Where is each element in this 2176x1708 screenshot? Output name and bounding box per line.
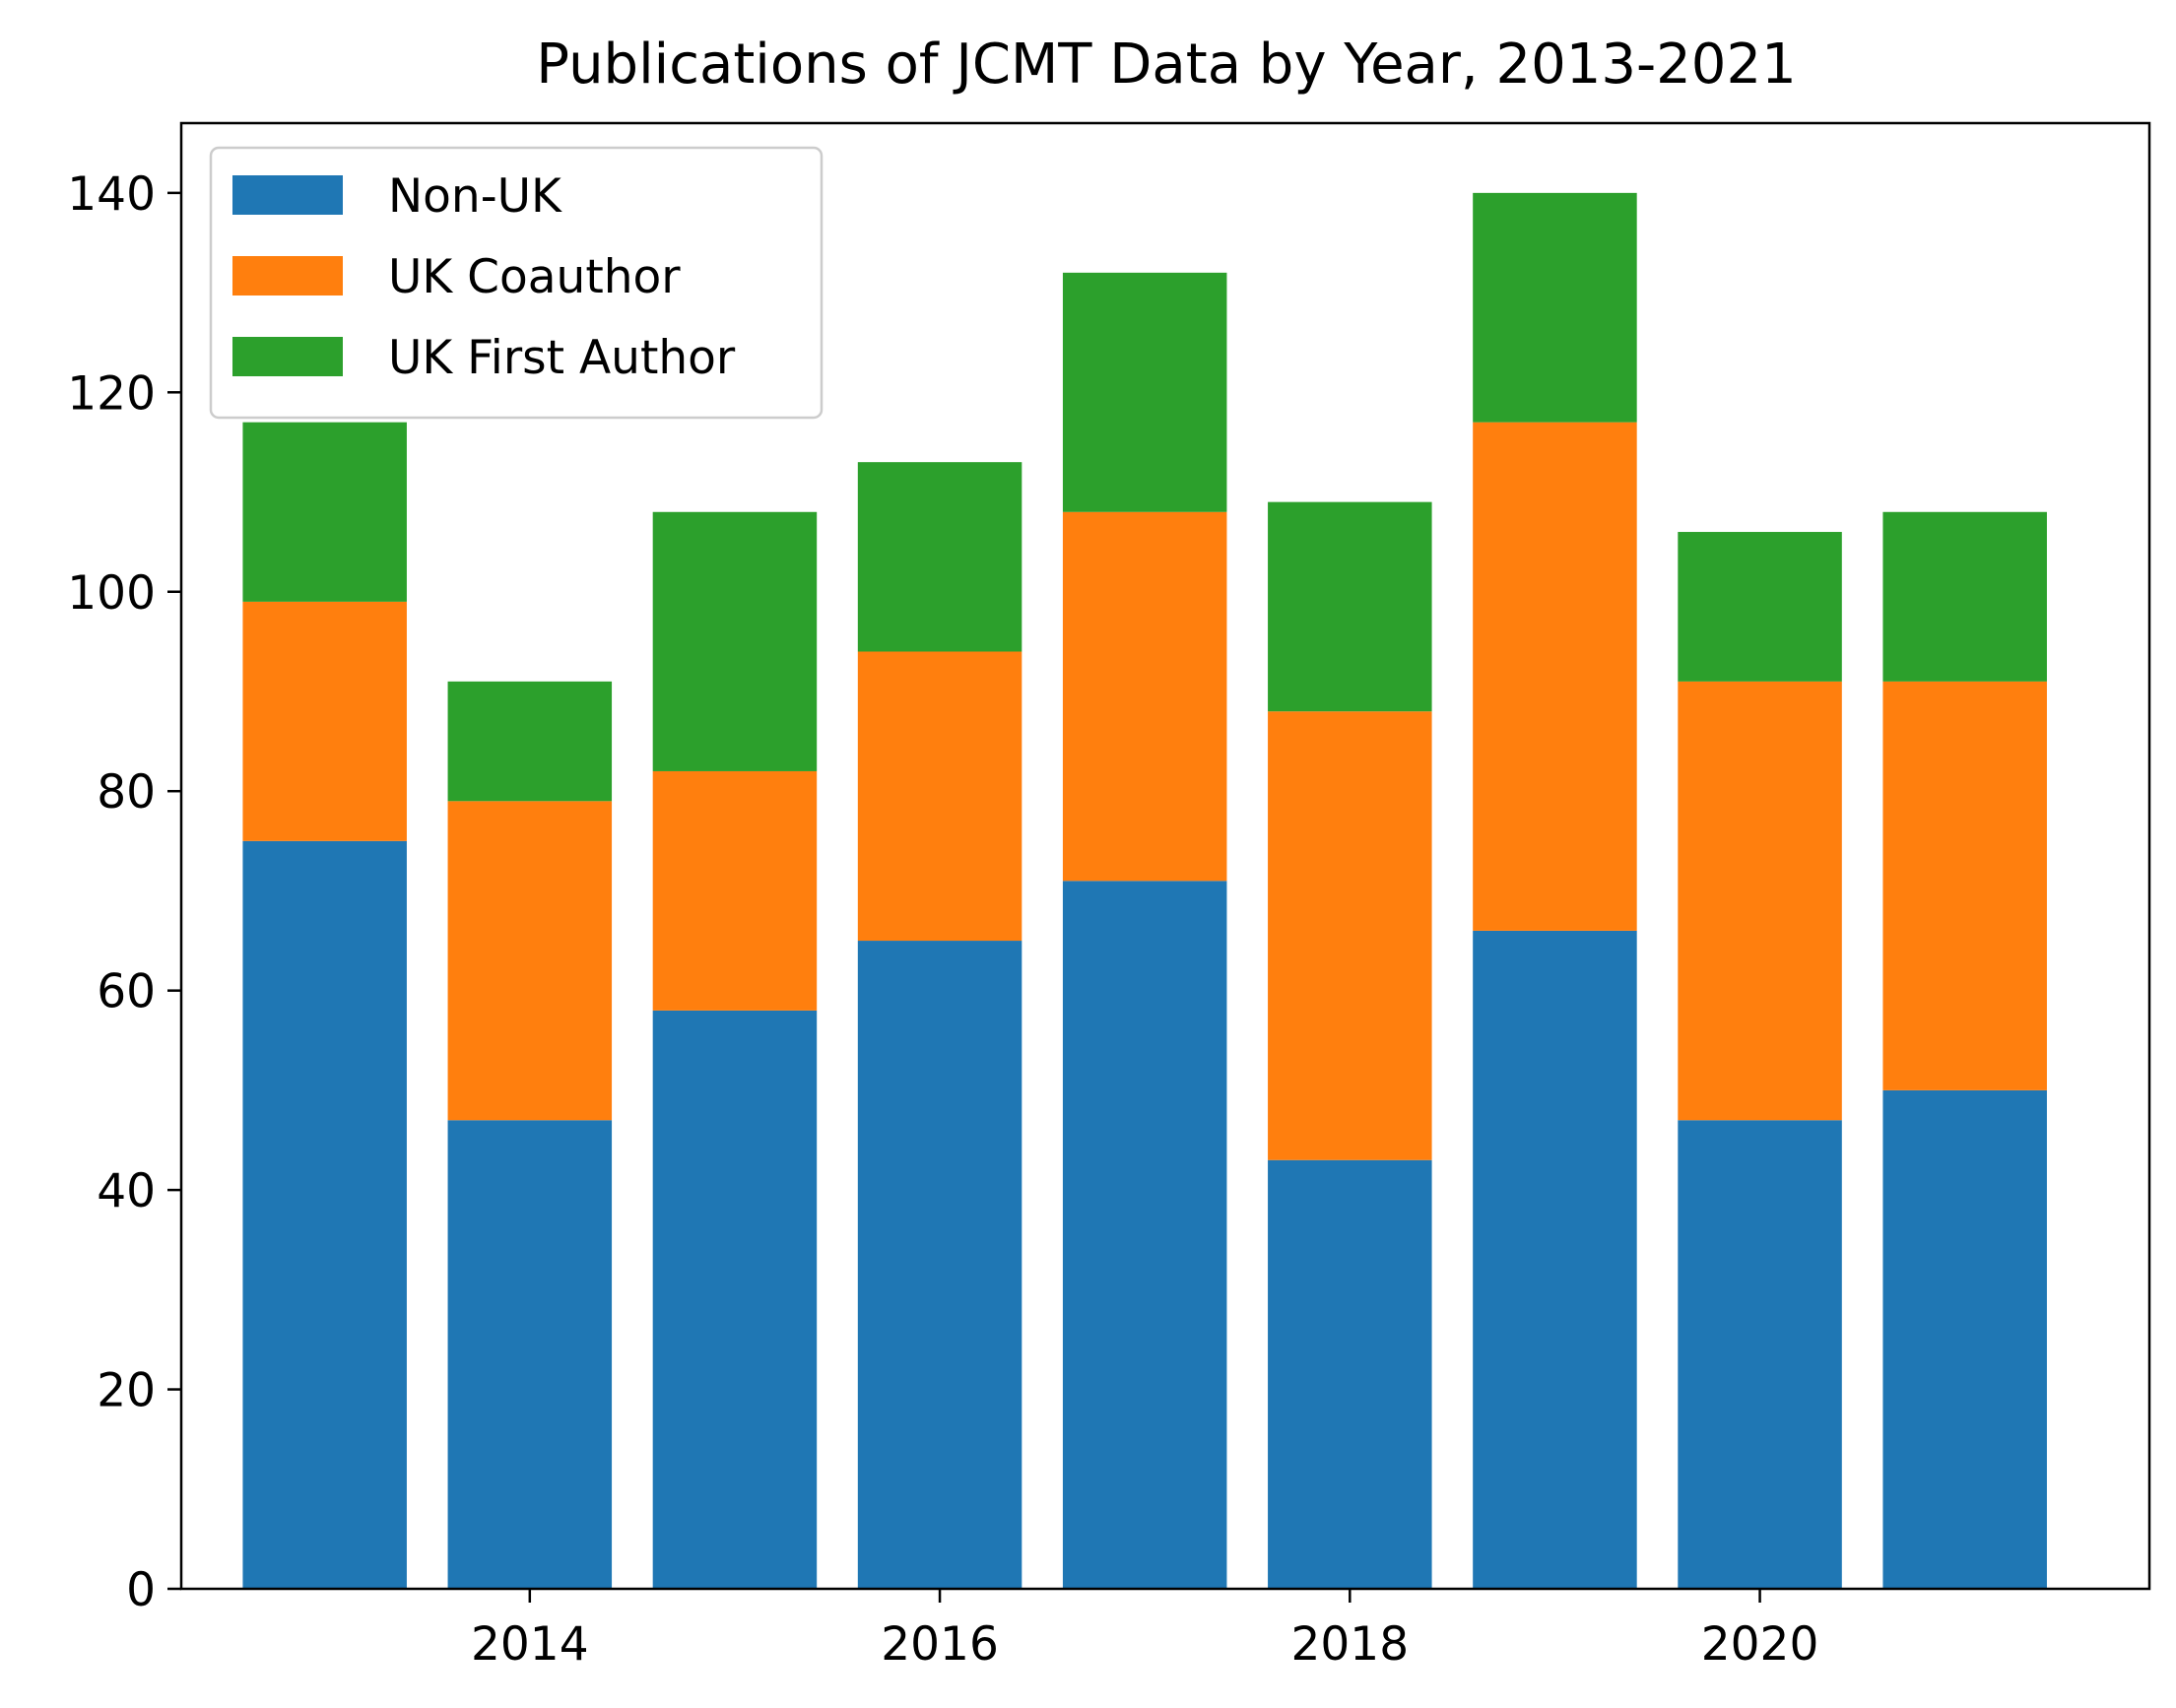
legend-label-non-uk: Non-UK xyxy=(388,169,562,224)
bar-uk-first-author-2015 xyxy=(652,511,818,771)
x-tick-label-2016: 2016 xyxy=(881,1617,999,1672)
bar-uk-first-author-2017 xyxy=(1062,272,1227,512)
bar-uk-coauthor-2015 xyxy=(652,770,818,1011)
bar-non-uk-2016 xyxy=(857,941,1022,1589)
bar-non-uk-2013 xyxy=(242,840,407,1589)
y-tick-label-140: 140 xyxy=(67,167,156,222)
bar-uk-coauthor-2019 xyxy=(1473,422,1637,931)
y-tick-label-0: 0 xyxy=(126,1563,156,1617)
bar-non-uk-2017 xyxy=(1062,881,1227,1589)
chart-title: Publications of JCMT Data by Year, 2013-… xyxy=(536,33,1796,97)
bar-uk-first-author-2021 xyxy=(1882,511,2047,682)
y-tick-label-40: 40 xyxy=(97,1164,156,1218)
legend-swatch-non-uk xyxy=(232,175,343,215)
bar-uk-coauthor-2018 xyxy=(1268,711,1432,1160)
bar-non-uk-2015 xyxy=(652,1010,818,1589)
bar-uk-first-author-2016 xyxy=(857,462,1022,652)
bar-uk-first-author-2020 xyxy=(1678,532,1842,682)
bar-uk-coauthor-2014 xyxy=(447,801,613,1121)
y-tick-label-60: 60 xyxy=(97,965,156,1019)
y-tick-label-80: 80 xyxy=(97,765,156,820)
legend-label-uk-coauthor: UK Coauthor xyxy=(388,250,681,304)
bar-uk-coauthor-2021 xyxy=(1882,681,2047,1090)
plot-frame xyxy=(179,121,2151,1591)
bar-non-uk-2021 xyxy=(1882,1089,2047,1589)
bar-uk-first-author-2013 xyxy=(242,422,407,602)
legend: Non-UK UK Coauthor UK First Author xyxy=(209,146,824,420)
bar-uk-coauthor-2016 xyxy=(857,651,1022,942)
bar-non-uk-2020 xyxy=(1678,1120,1842,1589)
legend-swatch-uk-coauthor xyxy=(232,256,343,296)
bar-non-uk-2018 xyxy=(1268,1159,1432,1589)
bar-uk-first-author-2019 xyxy=(1473,192,1637,423)
bar-uk-coauthor-2017 xyxy=(1062,511,1227,882)
y-tick-label-100: 100 xyxy=(67,566,156,621)
bar-uk-first-author-2014 xyxy=(447,681,613,802)
bar-uk-first-author-2018 xyxy=(1268,501,1432,712)
y-tick-label-20: 20 xyxy=(97,1364,156,1418)
x-axis: 2014 2016 2018 2020 xyxy=(471,1589,1818,1672)
y-tick-label-120: 120 xyxy=(67,366,156,421)
bar-uk-coauthor-2020 xyxy=(1678,681,1842,1121)
y-axis: 0 20 40 60 80 100 120 140 xyxy=(67,167,181,1617)
bar-non-uk-2019 xyxy=(1473,930,1637,1589)
bar-uk-coauthor-2013 xyxy=(242,601,407,841)
x-tick-label-2020: 2020 xyxy=(1701,1617,1819,1672)
legend-label-uk-first-author: UK First Author xyxy=(388,331,736,385)
x-tick-label-2014: 2014 xyxy=(471,1617,589,1672)
bar-non-uk-2014 xyxy=(447,1120,613,1589)
bars-layer xyxy=(242,192,2047,1589)
legend-box xyxy=(209,146,824,420)
x-tick-label-2018: 2018 xyxy=(1291,1617,1410,1672)
legend-swatch-uk-first-author xyxy=(232,337,343,376)
